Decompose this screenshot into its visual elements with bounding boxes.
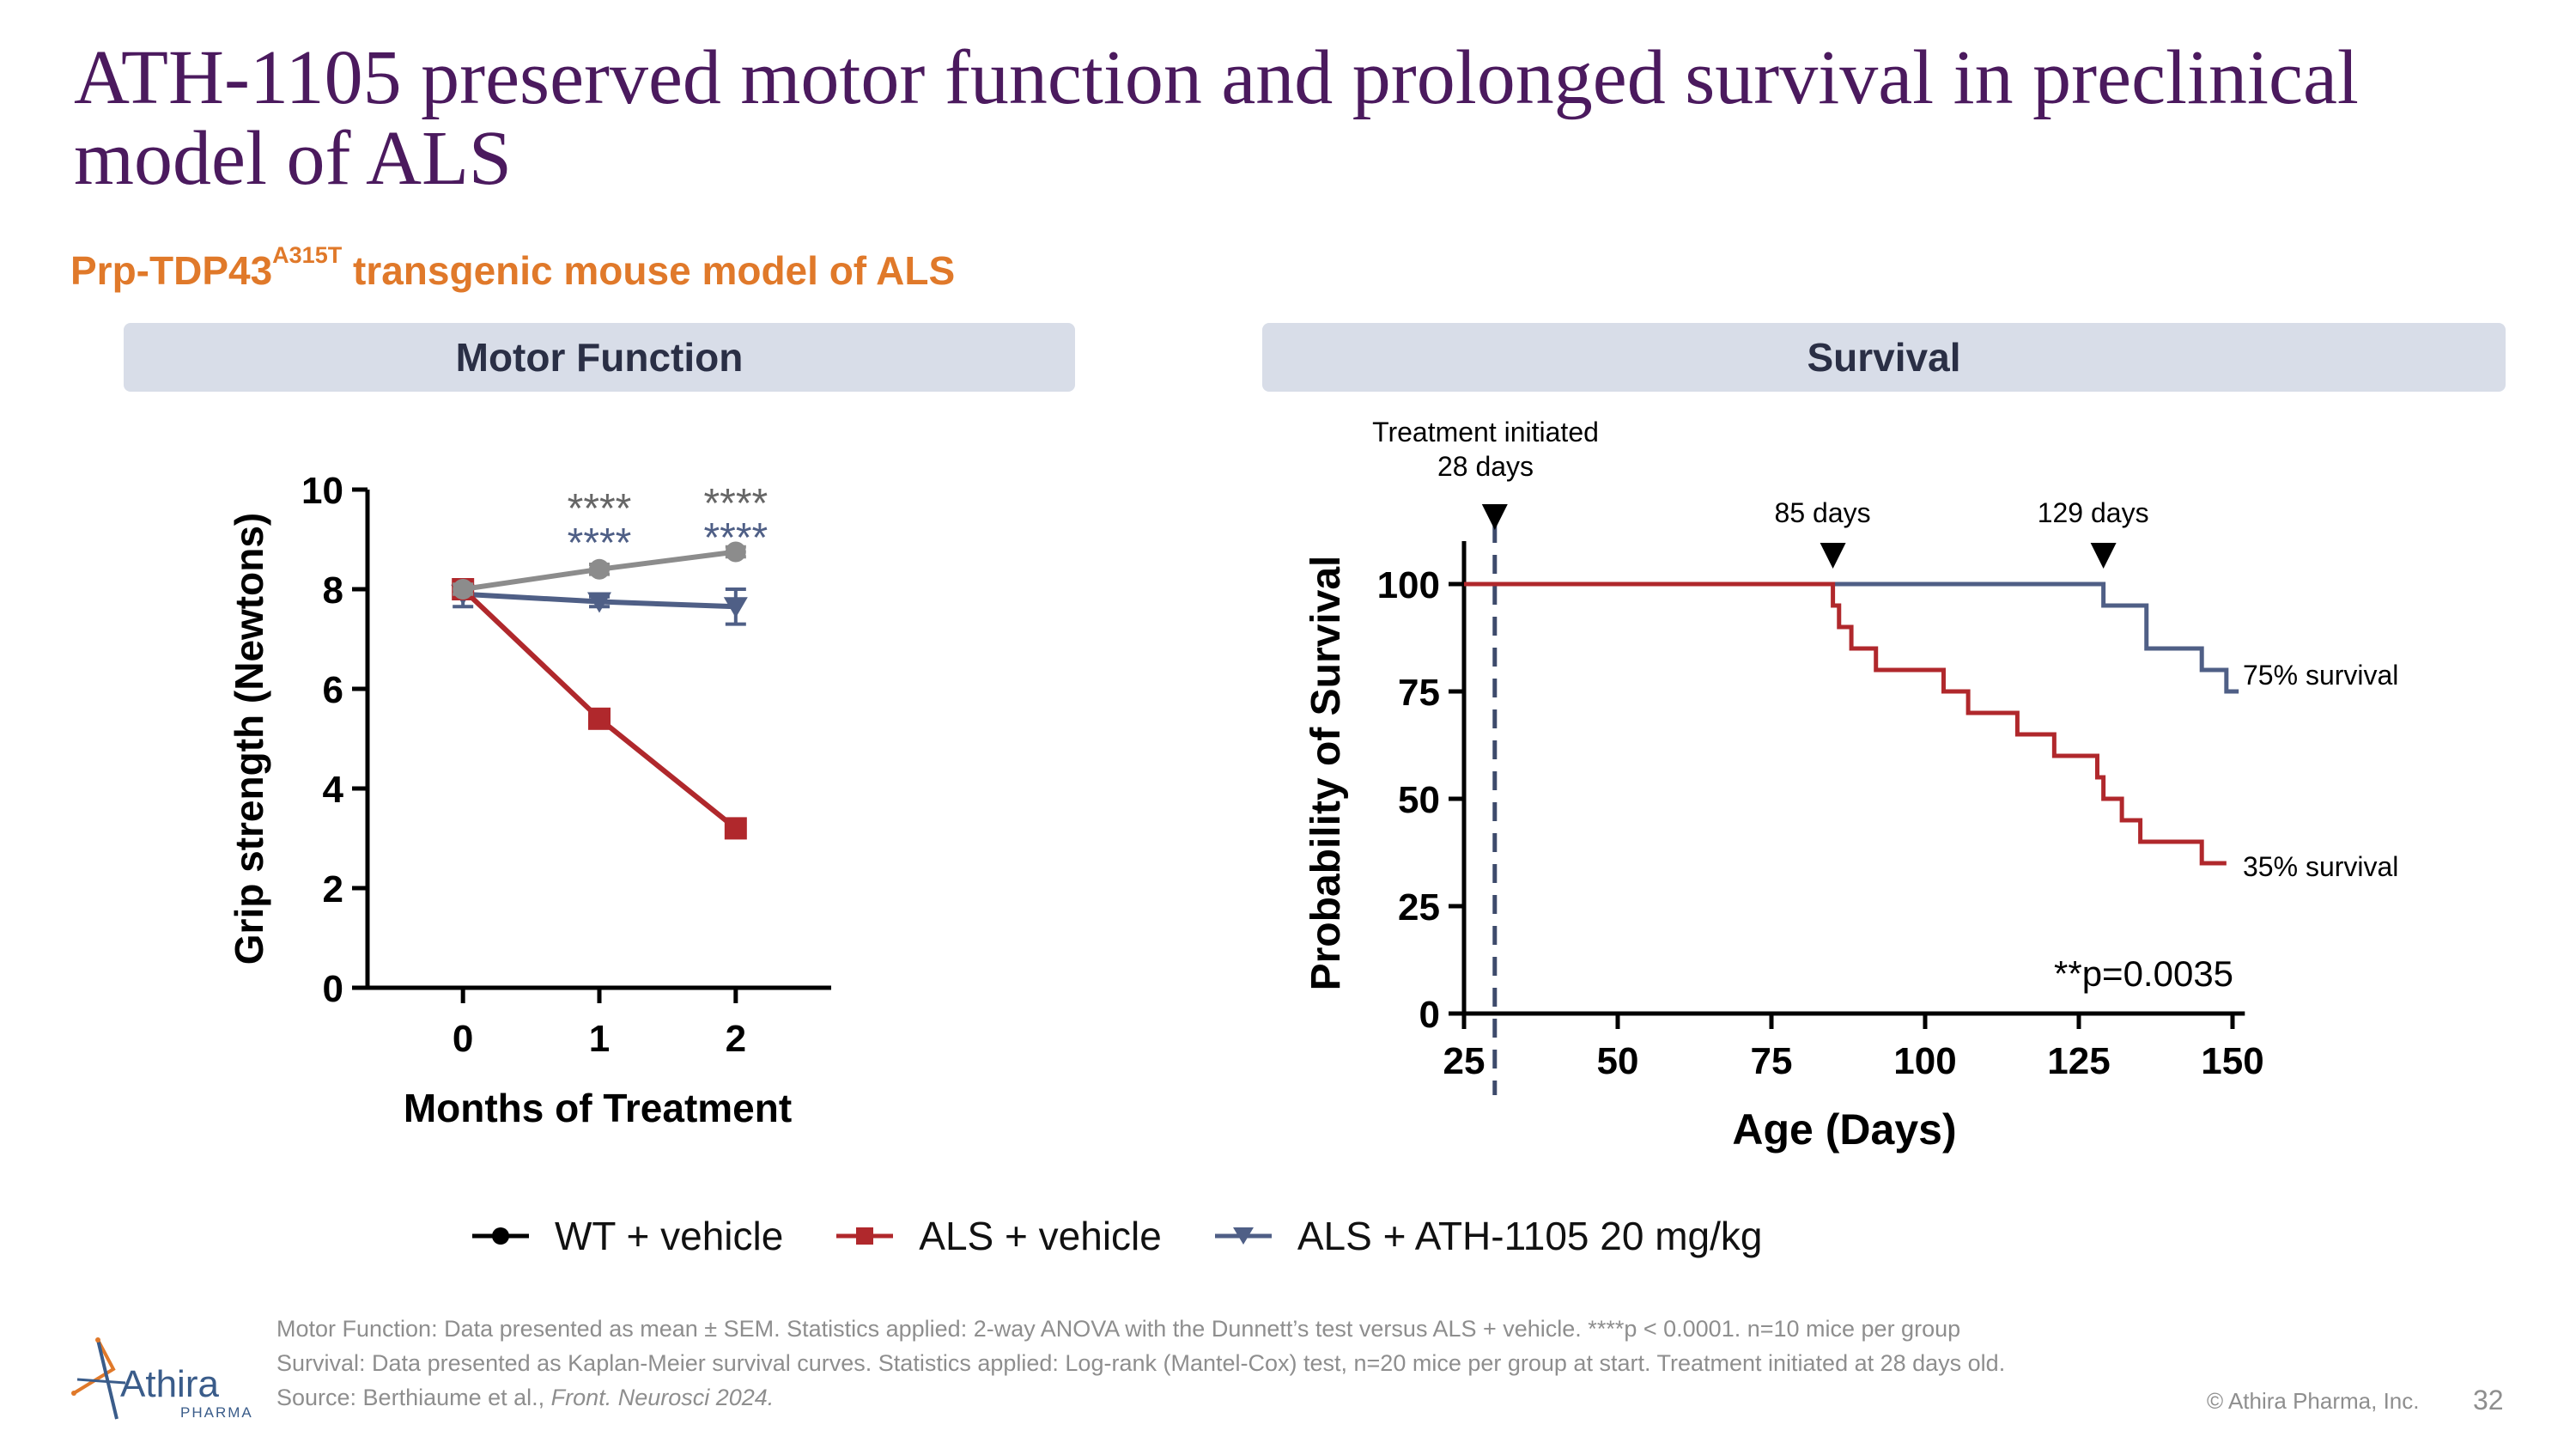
data-point	[587, 592, 611, 613]
triangle-marker-icon	[1214, 1227, 1272, 1245]
subtitle-rest: transgenic mouse model of ALS	[342, 248, 956, 293]
x-axis-title: Months of Treatment	[404, 1086, 792, 1130]
page-number: 32	[2473, 1385, 2504, 1416]
survival-curve	[1832, 581, 2239, 694]
p-value-label: **p=0.0035	[2054, 953, 2233, 994]
y-tick-label: 0	[323, 968, 343, 1010]
y-tick-label: 4	[323, 769, 344, 811]
legend-label: WT + vehicle	[555, 1214, 784, 1258]
data-point	[453, 579, 474, 600]
data-point	[724, 817, 747, 840]
end-label: 75% survival	[2243, 660, 2398, 691]
treatment-label: 28 days	[1437, 451, 1534, 482]
event-label: 85 days	[1775, 497, 1871, 528]
end-label: 35% survival	[2243, 851, 2398, 882]
footnote-source: Source: Berthiaume et al., Front. Neuros…	[276, 1385, 775, 1410]
y-tick-label: 75	[1398, 672, 1440, 714]
y-tick-label: 100	[1377, 564, 1440, 606]
x-tick-label: 25	[1443, 1040, 1485, 1082]
significance-label: ****	[703, 481, 768, 527]
legend-label: ALS + vehicle	[919, 1214, 1162, 1258]
y-tick-label: 2	[323, 868, 343, 910]
survival-header: Survival	[1262, 323, 2506, 392]
event-arrow-icon	[2090, 543, 2117, 569]
event-label: 129 days	[2038, 497, 2149, 528]
copyright: © Athira Pharma, Inc.	[2207, 1388, 2420, 1414]
x-tick-label: 125	[2047, 1040, 2110, 1082]
y-tick-label: 50	[1398, 779, 1440, 821]
motor-function-chart: 0 2 4 6 8 10 0 1 2 Months of Treatment Grip streng…	[227, 470, 831, 1130]
x-tick-label: 1	[589, 1018, 610, 1060]
footnote-survival: Survival: Data presented as Kaplan-Meier…	[276, 1350, 2006, 1376]
x-tick-label: 2	[726, 1018, 746, 1060]
y-tick-label: 8	[323, 569, 343, 612]
subtitle-superscript: A315T	[272, 242, 343, 268]
significance-label: ****	[703, 515, 768, 561]
x-tick-label: 75	[1751, 1040, 1793, 1082]
source-journal: Front. Neurosci 2024.	[550, 1385, 775, 1410]
legend-label: ALS + ATH-1105 20 mg/kg	[1297, 1214, 1763, 1258]
y-tick-label: 10	[301, 470, 343, 512]
event-arrow-icon	[1820, 543, 1846, 569]
motor-function-header: Motor Function	[124, 323, 1075, 392]
legend-item-wt-vehicle: WT + vehicle	[471, 1213, 783, 1259]
logo-subtext: PHARMA	[180, 1404, 253, 1421]
x-tick-label: 50	[1597, 1040, 1639, 1082]
significance-label: ****	[568, 486, 632, 532]
square-marker-icon	[836, 1227, 894, 1245]
survival-curve	[1464, 581, 2227, 866]
y-tick-label: 6	[323, 669, 343, 711]
logo-text: Athira	[120, 1363, 219, 1405]
y-axis-title: Grip strength (Newtons)	[227, 513, 271, 965]
data-point	[588, 707, 611, 730]
data-point	[723, 597, 748, 618]
data-point	[725, 541, 746, 563]
x-tick-label: 100	[1893, 1040, 1956, 1082]
y-tick-label: 25	[1398, 886, 1440, 928]
treatment-arrow-icon	[1481, 504, 1508, 530]
significance-label: ****	[568, 521, 632, 566]
y-axis-title: Probability of Survival	[1303, 556, 1349, 991]
footnotes: Motor Function: Data presented as mean ±…	[276, 1312, 2063, 1416]
athira-logo: Athira PHARMA	[71, 1337, 253, 1421]
data-point	[589, 558, 610, 580]
logo-mark-icon	[71, 1337, 126, 1420]
x-tick-label: 150	[2201, 1040, 2263, 1082]
circle-marker-icon	[472, 1227, 529, 1245]
slide-title: ATH-1105 preserved motor function and pr…	[74, 35, 2359, 201]
subtitle-main: Prp-TDP43	[70, 248, 273, 293]
y-tick-label: 0	[1419, 994, 1440, 1036]
legend-item-als-ath1105: ALS + ATH-1105 20 mg/kg	[1213, 1213, 1763, 1259]
slide-subtitle: Prp-TDP43A315T transgenic mouse model of…	[70, 242, 956, 294]
footnote-motor: Motor Function: Data presented as mean ±…	[276, 1316, 1961, 1342]
x-tick-label: 0	[453, 1018, 473, 1060]
x-axis-title: Age (Days)	[1732, 1105, 1956, 1154]
legend-item-als-vehicle: ALS + vehicle	[835, 1213, 1162, 1259]
treatment-label: Treatment initiated	[1372, 417, 1599, 447]
chart-legend: WT + vehicle ALS + vehicle ALS + ATH-110…	[471, 1206, 1763, 1266]
